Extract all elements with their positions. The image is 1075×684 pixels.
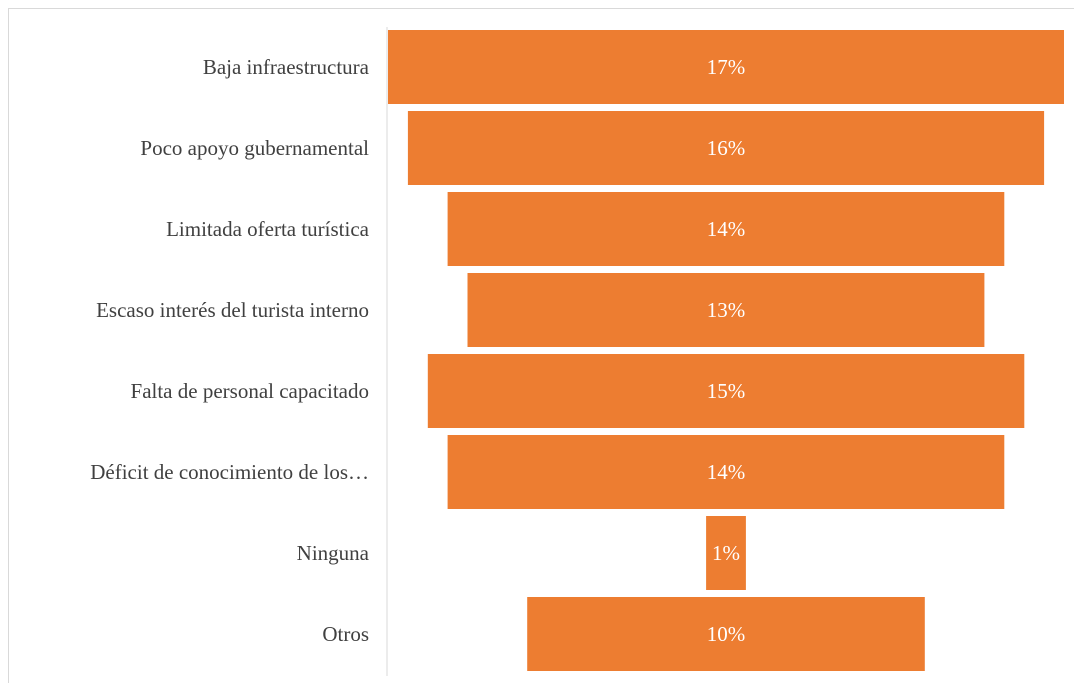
- category-label: Déficit de conocimiento de los…: [90, 460, 369, 484]
- category-label: Otros: [322, 622, 369, 646]
- category-label: Limitada oferta turística: [166, 217, 370, 241]
- data-label: 14%: [707, 460, 746, 484]
- data-label: 1%: [712, 541, 740, 565]
- funnel-bar: [467, 273, 985, 347]
- funnel-bar: [447, 192, 1005, 266]
- funnel-bar: [388, 30, 1064, 104]
- data-label: 10%: [707, 622, 746, 646]
- data-labels: 17% 16% 14% 13% 15% 14% 1% 10%: [707, 55, 746, 646]
- category-label: Ninguna: [297, 541, 370, 565]
- data-label: 13%: [707, 298, 746, 322]
- category-label: Escaso interés del turista interno: [96, 298, 369, 322]
- data-label: 17%: [707, 55, 746, 79]
- chart-frame: [8, 8, 1074, 683]
- funnel-bar: [407, 111, 1045, 185]
- category-label: Poco apoyo gubernamental: [140, 136, 369, 160]
- funnel-bar: [706, 516, 746, 590]
- funnel-bar: [427, 354, 1025, 428]
- category-label: Falta de personal capacitado: [131, 379, 369, 403]
- category-label: Baja infraestructura: [203, 55, 370, 79]
- bars-layer: [388, 30, 1064, 671]
- data-label: 14%: [707, 217, 746, 241]
- funnel-bar: [447, 435, 1005, 509]
- category-labels: Baja infraestructura Poco apoyo gubername…: [90, 55, 369, 646]
- funnel-bar: [527, 597, 925, 671]
- data-label: 16%: [707, 136, 746, 160]
- data-label: 15%: [707, 379, 746, 403]
